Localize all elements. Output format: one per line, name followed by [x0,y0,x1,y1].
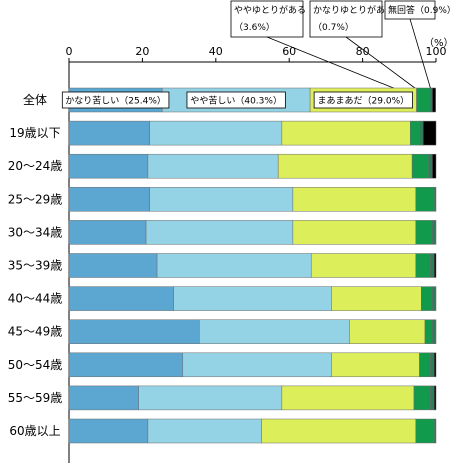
bar-segment [145,220,294,245]
x-tick-label: 60 [282,45,296,58]
bar-segment [432,286,437,311]
bar-segment [149,187,294,212]
category-label: 35～39歳 [8,259,63,273]
bar-segment [68,352,184,378]
bar-segment [149,120,283,146]
bar-segment [433,418,437,444]
bar-segment [429,87,433,113]
bar-segment [281,385,415,411]
category-label: 55～59歳 [8,391,63,405]
category-labels: 全体 19歳以下 20～24歳 25～29歳 30～34歳 35～39歳 40～44歳 45～… [8,92,63,438]
bar-segment [331,352,420,378]
bar-segment [292,220,417,245]
inbar-label: まあまあだ（29.0%） [318,96,410,107]
callout-box [230,0,304,38]
bar-segment [281,120,411,146]
bar-segment [421,286,433,311]
category-label: 40～44歳 [8,292,63,306]
bar-segment [410,120,420,146]
bar-segment [68,418,149,444]
bar-segment [430,385,435,411]
inbar-label-box [186,91,286,109]
x-tick-label: 100 [426,45,447,58]
bar-segment [430,352,435,378]
bar-segment [331,286,422,311]
callout-box [309,0,383,38]
bar-segment [415,220,433,245]
bar-segment [432,153,437,179]
category-label: 25～29歳 [8,192,63,206]
callout-layer: ややゆとりがある （3.6%） かなりゆとりがある （0.7%） 無回答（0.9%） [230,0,456,101]
category-label: 全体 [23,92,47,107]
bar-segment [415,253,431,278]
bar-segment [68,253,158,278]
x-tick-label: 20 [135,45,149,58]
bar-segment [68,120,150,146]
bar-segment [68,187,150,212]
unit-label: （%） [424,37,454,49]
bar-segment [415,418,435,444]
bar-segment [147,153,279,179]
bar-segment [277,153,413,179]
bar-segment [199,319,351,344]
bar-segment [428,153,433,179]
bar-segment [138,385,283,411]
category-label: 50～54歳 [8,358,63,372]
bar-segment [419,352,431,378]
bar-segment [292,187,417,212]
bar-segment [419,120,424,146]
x-tick-label: 0 [66,45,73,58]
category-label: 20～24歳 [8,159,63,173]
bar-segment [182,352,332,378]
x-tick-label: 40 [209,45,223,58]
bar-segment [432,319,437,344]
inbar-label-box [313,91,413,109]
category-label: 19歳以下 [9,126,60,140]
bar-segment [261,418,417,444]
bar-segment [156,253,312,278]
inbar-label-box [61,91,170,109]
bar-segment [68,286,174,311]
bar-segment [432,220,437,245]
callout-label-line1: かなりゆとりがある [313,4,394,16]
bar-segment [422,120,437,146]
bar-segment [413,385,431,411]
bar-segment [433,385,437,411]
bars-layer [68,87,437,444]
bar-segment [433,187,437,212]
x-tick-label: 80 [356,45,370,58]
bar-segment [68,220,147,245]
bar-segment [432,87,436,113]
callout-label-line1: ややゆとりがある [234,4,306,16]
bar-segment [310,253,417,278]
category-label: 45～49歳 [8,325,63,339]
category-label: 30～34歳 [8,225,63,239]
bar-segment [415,187,435,212]
bar-segment [433,253,437,278]
bar-segment [173,286,332,311]
bar-segment [416,87,431,113]
callout-label-line1: 無回答（0.9%） [388,4,456,16]
bar-segment [411,153,429,179]
bar-segment [430,253,435,278]
bar-segment [147,418,262,444]
bar-segment [349,319,426,344]
bar-segment [68,385,139,411]
callout-leader-line [409,18,435,101]
inbar-label: かなり苦しい（25.4%） [65,95,166,107]
bar-segment [433,352,437,378]
callout-label-line2: （0.7%） [313,22,354,33]
bar-segment [68,319,200,344]
inbar-label: やや苦しい（40.3%） [190,95,282,107]
bar-segment [424,319,433,344]
inbar-label-layer: かなり苦しい（25.4%） やや苦しい（40.3%） まあまあだ（29.0%） [61,91,413,109]
category-label: 60歳以上 [9,424,60,438]
callout-label-line2: （3.6%） [234,22,275,33]
bar-segment [68,153,149,179]
